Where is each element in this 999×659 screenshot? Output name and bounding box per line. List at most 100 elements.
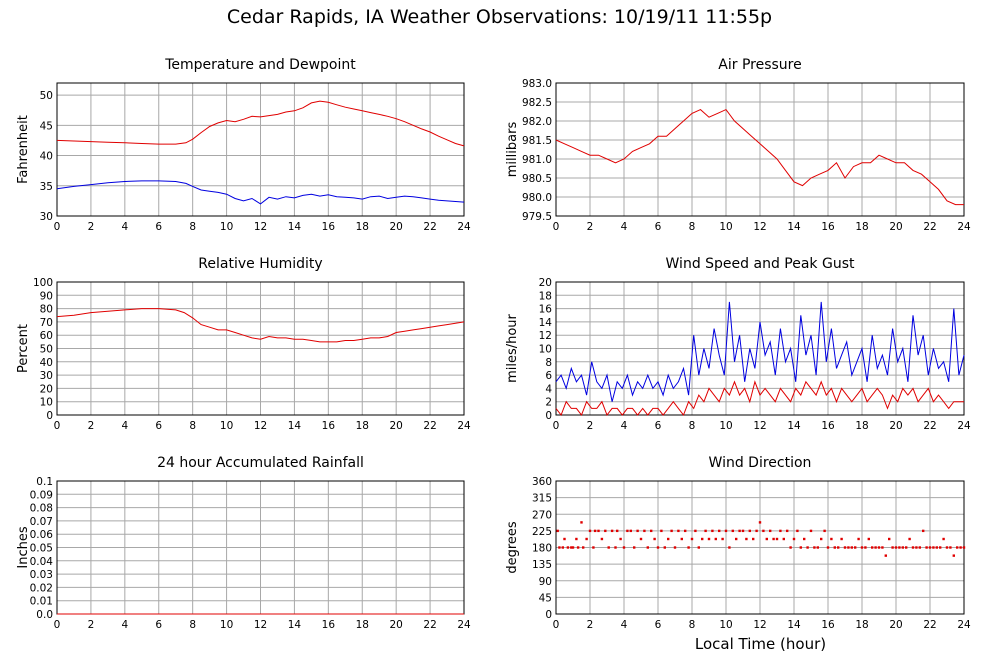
data-point	[779, 529, 782, 533]
data-point	[566, 546, 570, 549]
y-tick-label: 100	[33, 277, 53, 289]
y-tick-label: 983.0	[522, 78, 552, 90]
data-point	[772, 537, 775, 541]
y-tick-label: 8	[545, 357, 552, 369]
data-point	[806, 546, 809, 549]
data-point	[908, 537, 911, 541]
y-tick-label: 982.5	[522, 97, 552, 109]
y-tick-label: 0.07	[30, 516, 53, 528]
y-tick-label: 20	[40, 383, 53, 395]
y-tick-label: 2	[545, 397, 552, 409]
data-point	[850, 546, 853, 549]
data-point	[646, 546, 649, 549]
y-tick-label: 12	[539, 330, 552, 342]
data-point	[684, 529, 687, 533]
x-tick-label: 18	[855, 619, 868, 631]
data-point	[959, 546, 962, 549]
y-tick-label: 135	[532, 559, 552, 571]
x-tick-label: 18	[855, 221, 868, 233]
data-point	[690, 537, 694, 541]
y-tick-label: 40	[40, 357, 53, 369]
data-point	[823, 529, 826, 533]
x-tick-label: 0	[553, 221, 560, 233]
data-point	[840, 537, 843, 541]
y-tick-label: 980.5	[522, 173, 552, 185]
data-point	[687, 546, 690, 549]
data-point	[837, 546, 840, 549]
data-point	[796, 529, 799, 533]
data-point	[735, 537, 738, 541]
x-tick-label: 8	[189, 420, 196, 432]
x-tick-label: 4	[121, 221, 128, 233]
data-point	[867, 537, 870, 541]
data-point	[576, 546, 580, 549]
x-tick-label: 24	[457, 420, 471, 432]
series-line-blue	[555, 301, 965, 402]
y-tick-label: 60	[40, 330, 53, 342]
x-tick-label: 10	[220, 420, 233, 432]
y-tick-label: 18	[539, 290, 552, 302]
series-line-blue	[56, 180, 465, 205]
data-point	[585, 537, 588, 541]
x-tick-label: 8	[189, 619, 196, 631]
chart-title: Relative Humidity	[198, 256, 322, 272]
x-tick-label: 0	[54, 619, 61, 631]
x-tick-label: 18	[356, 619, 369, 631]
x-tick-label: 0	[553, 619, 560, 631]
data-point	[643, 529, 646, 533]
data-point	[942, 537, 945, 541]
data-point	[949, 546, 952, 549]
x-tick-label: 24	[957, 221, 971, 233]
data-point	[854, 546, 857, 549]
x-tick-label: 14	[288, 619, 302, 631]
data-point	[891, 546, 894, 549]
x-tick-label: 12	[753, 420, 766, 432]
x-tick-label: 20	[389, 619, 402, 631]
y-tick-label: 30	[40, 370, 53, 382]
data-point	[616, 529, 619, 533]
x-tick-label: 8	[189, 221, 196, 233]
data-point	[697, 546, 700, 549]
y-tick-label: 980.0	[522, 192, 552, 204]
y-tick-label: 30	[40, 211, 53, 223]
data-point	[874, 546, 877, 549]
data-point	[731, 529, 734, 533]
data-point	[755, 529, 758, 533]
data-point	[935, 546, 938, 549]
x-tick-label: 14	[787, 221, 801, 233]
chart-title: 24 hour Accumulated Rainfall	[157, 455, 364, 471]
y-tick-label: 0.03	[30, 569, 53, 581]
y-tick-label: 0.01	[30, 596, 53, 608]
x-tick-label: 18	[356, 221, 369, 233]
data-point	[670, 529, 673, 533]
series-line-red	[555, 380, 964, 417]
data-point	[765, 537, 768, 541]
data-point	[707, 537, 711, 541]
plot-frame	[555, 281, 965, 416]
data-point	[928, 546, 932, 549]
data-point	[738, 529, 741, 533]
data-point	[884, 554, 887, 557]
page-title: Cedar Rapids, IA Weather Observations: 1…	[226, 6, 773, 28]
data-point	[864, 546, 867, 549]
y-tick-label: 225	[532, 526, 552, 538]
y-tick-label: 45	[40, 120, 53, 132]
data-point	[580, 521, 583, 524]
data-point	[704, 529, 707, 533]
x-tick-label: 20	[889, 221, 902, 233]
x-tick-label: 6	[155, 619, 162, 631]
data-point	[813, 546, 816, 549]
y-tick-label: 10	[539, 344, 552, 356]
data-point	[847, 546, 850, 549]
x-tick-label: 22	[923, 221, 936, 233]
data-point	[663, 546, 666, 549]
series-line-red	[555, 108, 964, 206]
data-point	[694, 529, 697, 533]
y-tick-label: 6	[545, 370, 552, 382]
x-tick-label: 2	[88, 420, 95, 432]
data-point	[752, 537, 755, 541]
data-point	[597, 529, 600, 533]
